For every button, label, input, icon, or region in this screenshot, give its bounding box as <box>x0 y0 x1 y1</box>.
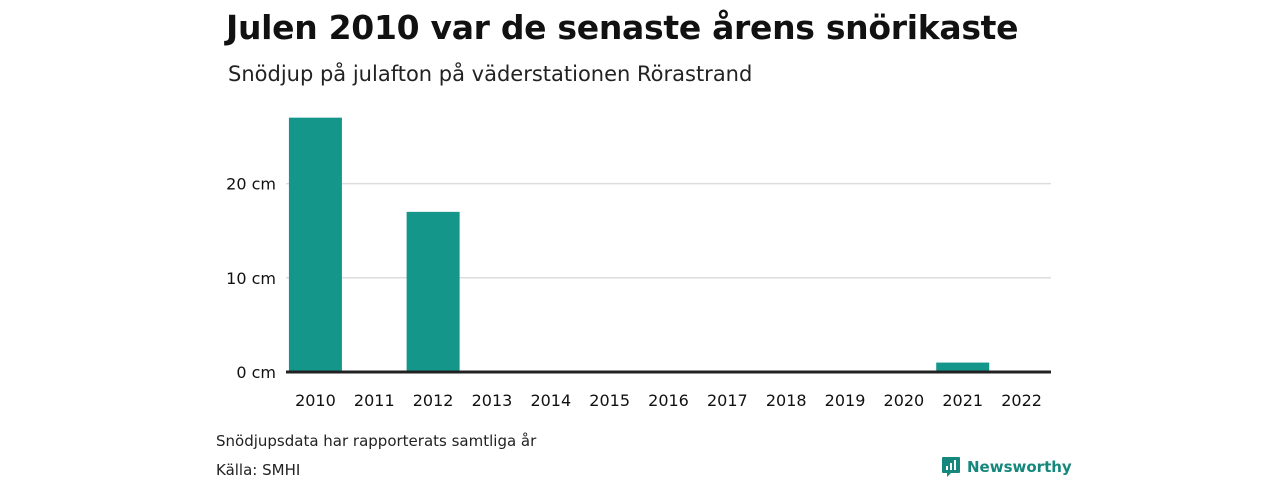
chart-subtitle: Snödjup på julafton på väderstationen Rö… <box>228 62 753 86</box>
x-tick-label: 2022 <box>1001 391 1042 410</box>
newsworthy-logo-icon <box>942 457 960 477</box>
y-tick-label: 10 cm <box>226 269 276 288</box>
bars <box>288 117 990 372</box>
x-tick-label: 2017 <box>707 391 748 410</box>
brand-name: Newsworthy <box>967 458 1072 476</box>
bar-chart: 0 cm 10 cm 20 cm 2010 2011 2012 2013 2014 2015 20… <box>226 117 1051 410</box>
grid-lines <box>286 182 1051 279</box>
brand-logo: Newsworthy <box>941 456 1072 478</box>
x-tick-label: 2010 <box>295 391 336 410</box>
chart-title: Julen 2010 var de senaste årens snörikas… <box>226 8 1019 47</box>
y-tick-label: 20 cm <box>226 175 276 194</box>
x-tick-label: 2013 <box>472 391 513 410</box>
x-tick-label: 2016 <box>648 391 689 410</box>
x-tick-label: 2020 <box>884 391 925 410</box>
chart-note: Snödjupsdata har rapporterats samtliga å… <box>216 432 537 450</box>
x-tick-label: 2012 <box>413 391 454 410</box>
x-tick-label: 2015 <box>589 391 630 410</box>
x-tick-label: 2019 <box>825 391 866 410</box>
bar <box>288 117 342 372</box>
axes: 0 cm 10 cm 20 cm 2010 2011 2012 2013 2014 2015 20… <box>226 175 1051 410</box>
x-tick-label: 2018 <box>766 391 807 410</box>
bar <box>936 362 990 372</box>
x-tick-label: 2021 <box>942 391 983 410</box>
bar <box>406 211 460 372</box>
y-tick-label: 0 cm <box>236 363 276 382</box>
x-tick-label: 2011 <box>354 391 395 410</box>
x-tick-label: 2014 <box>530 391 571 410</box>
chart-source: Källa: SMHI <box>216 461 301 479</box>
